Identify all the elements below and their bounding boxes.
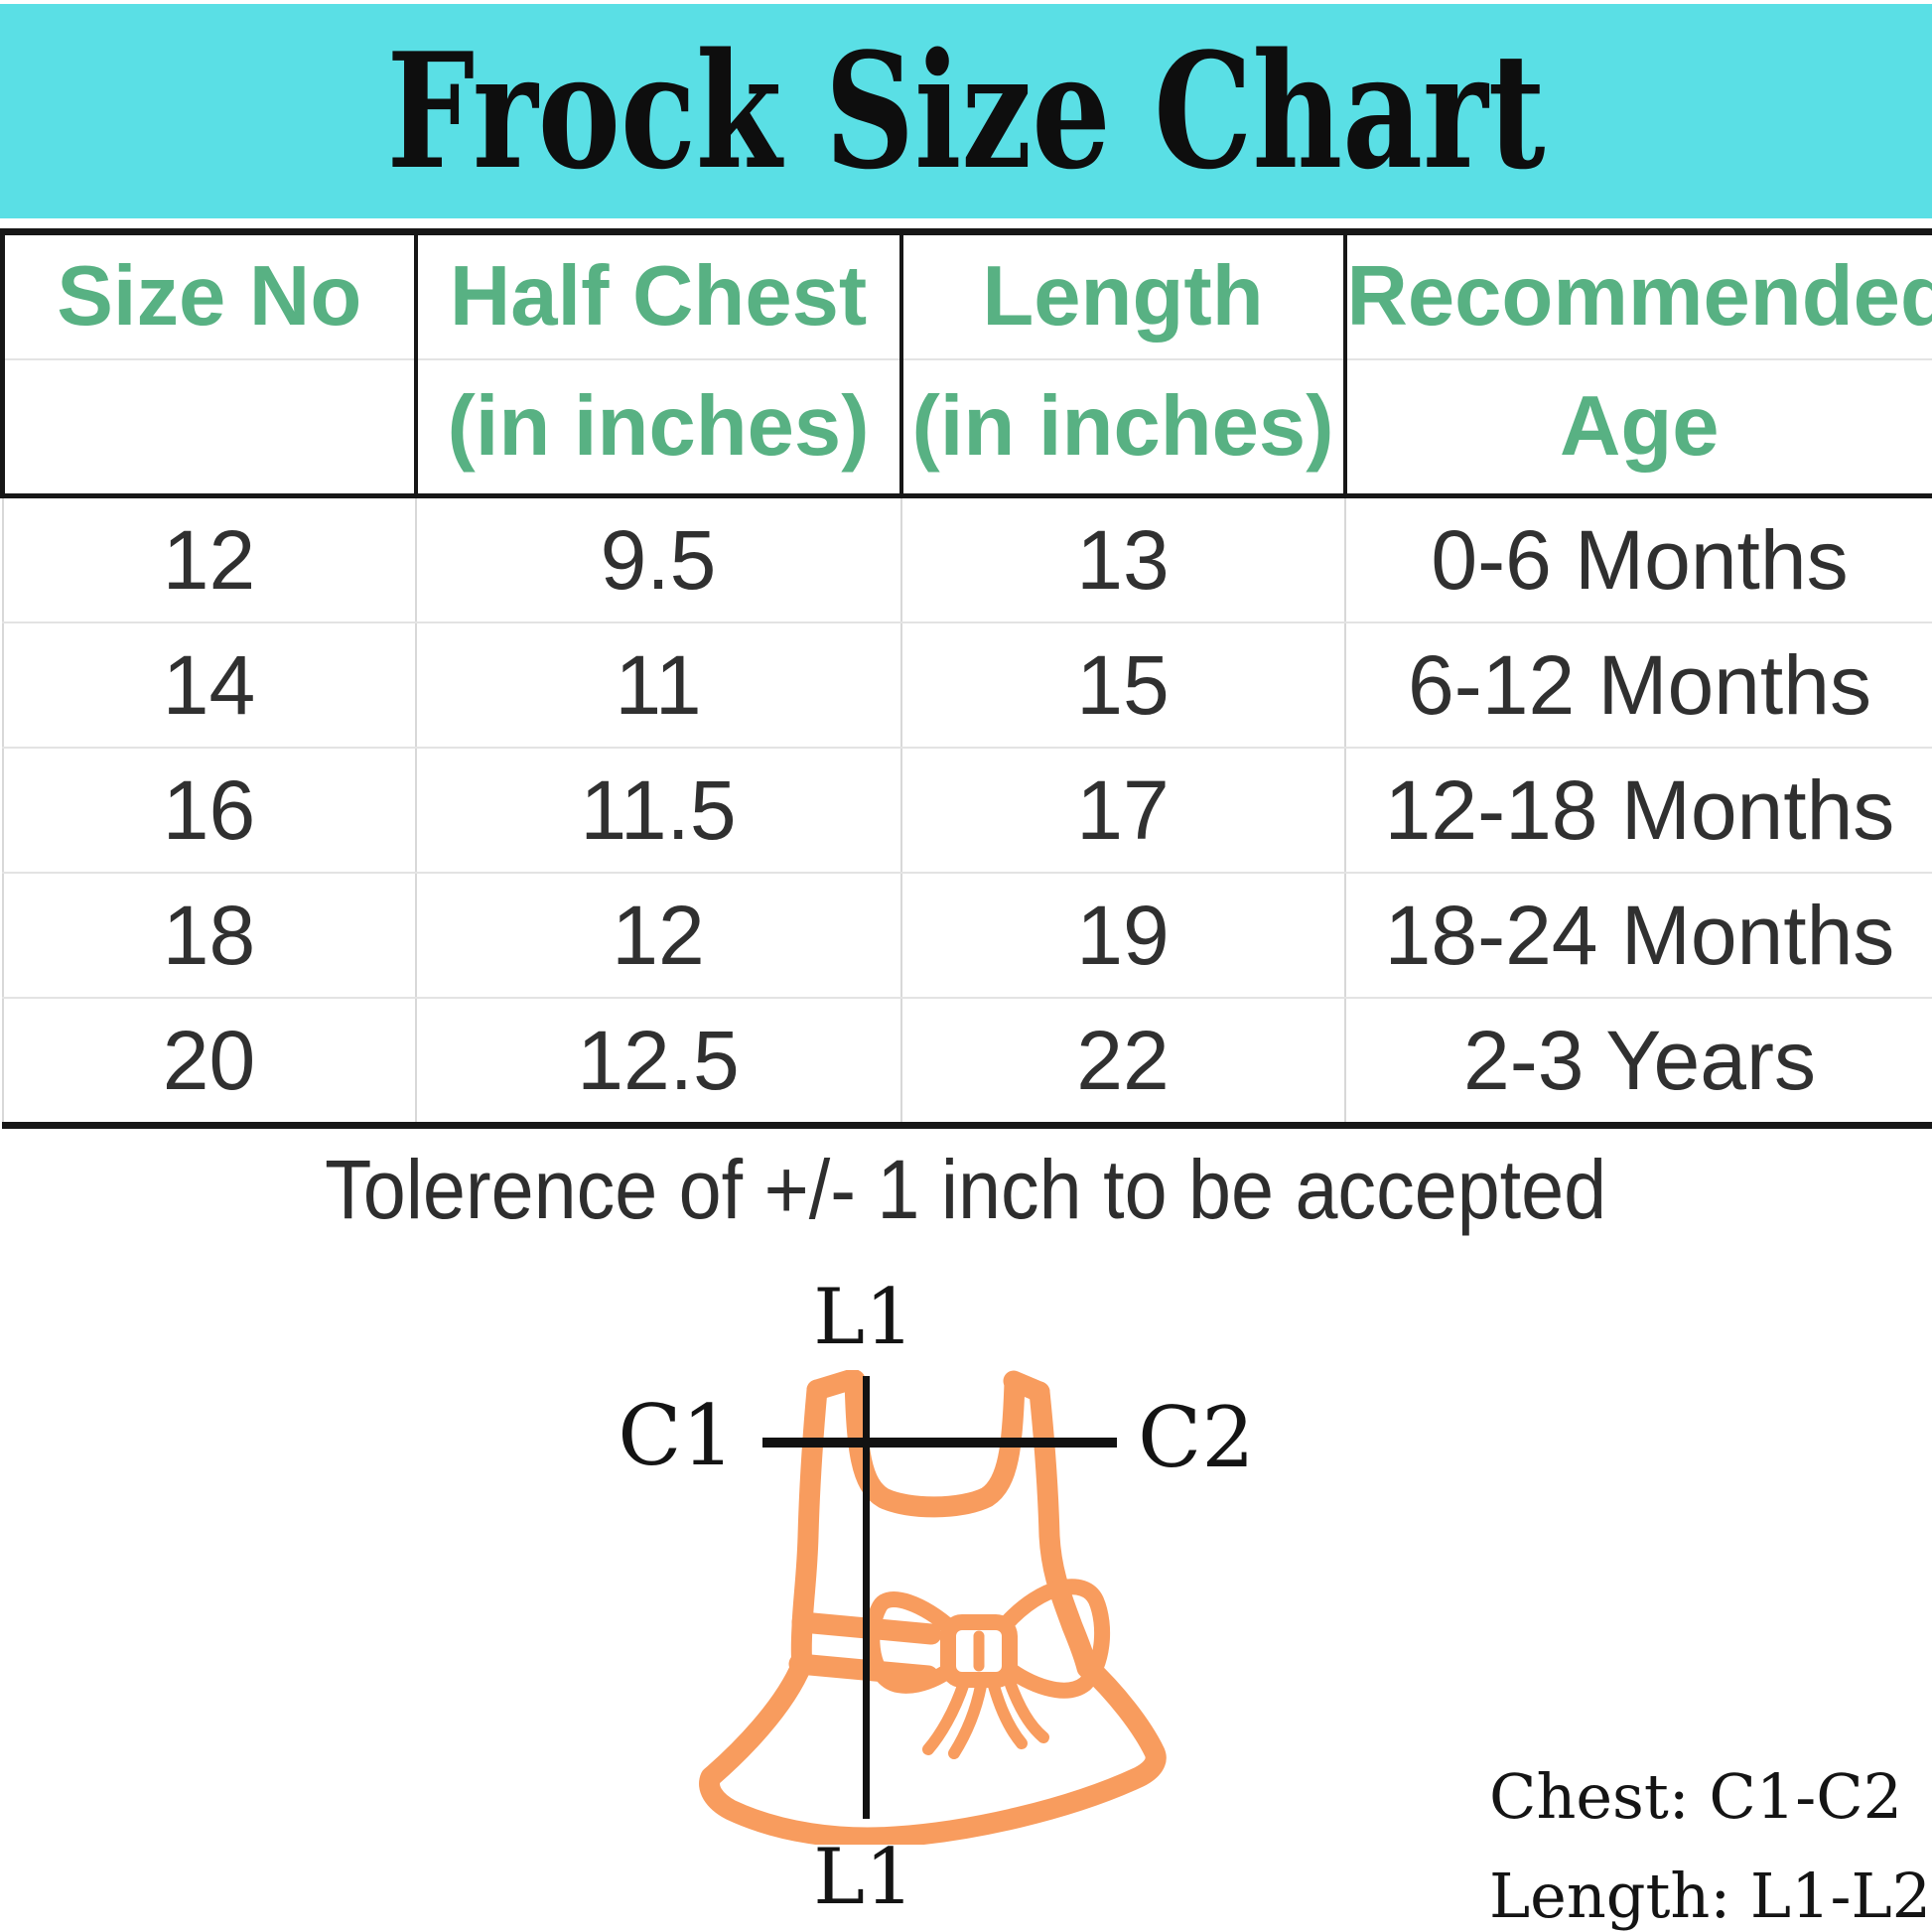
table-cell-age: 0-6 Months [1343, 495, 1932, 623]
table-cell-age: 6-12 Months [1343, 622, 1932, 749]
table-cell-age: 18-24 Months [1343, 873, 1932, 999]
label-c1: C1 [618, 1387, 735, 1484]
col-header-size-no-sub [0, 359, 418, 498]
col-header-half-chest: Half Chest [413, 231, 903, 360]
col-header-length: Length [898, 231, 1347, 360]
table-cell-size: 12 [1, 495, 417, 623]
table-cell-half-chest: 9.5 [414, 495, 902, 623]
table-cell-length: 19 [899, 873, 1346, 999]
table-row: 14 11 15 6-12 Months [1, 622, 1932, 749]
chest-measure-line [762, 1438, 1117, 1448]
table-header-row-2: (in inches) (in inches) Age [0, 359, 1932, 498]
col-header-size-no: Size No [0, 231, 418, 360]
table-cell-size: 16 [1, 748, 417, 874]
table-cell-length: 15 [899, 622, 1346, 749]
table-cell-half-chest: 12 [414, 873, 902, 999]
table-cell-age: 2-3 Years [1343, 998, 1932, 1126]
legend-chest: Chest: C1-C2 [1489, 1760, 1903, 1833]
measurement-legend: Chest: C1-C2 Length: L1-L2 [1489, 1747, 1931, 1932]
table-cell-size: 20 [1, 998, 417, 1126]
table-header-row-1: Size No Half Chest Length Recommended [0, 231, 1932, 360]
label-l1-bottom: L1 [813, 1833, 914, 1922]
table-cell-length: 17 [899, 748, 1346, 874]
col-header-half-chest-unit: (in inches) [413, 359, 903, 498]
table-cell-length: 13 [899, 495, 1346, 623]
col-header-recommended: Recommended [1342, 231, 1932, 360]
tolerance-note: Tolerence of +/- 1 inch to be accepted [325, 1143, 1607, 1236]
title-banner: Frock Size Chart [0, 4, 1932, 218]
table-cell-half-chest: 12.5 [414, 998, 902, 1126]
table-cell-half-chest: 11 [414, 622, 902, 749]
table-cell-size: 18 [1, 873, 417, 999]
length-measure-line [863, 1376, 870, 1819]
col-header-age: Age [1342, 359, 1932, 498]
legend-length: Length: L1-L2 [1489, 1860, 1932, 1932]
label-c2: C2 [1138, 1389, 1255, 1486]
table-cell-length: 22 [899, 998, 1346, 1126]
label-l1-top: L1 [813, 1273, 914, 1362]
table-row: 12 9.5 13 0-6 Months [1, 495, 1932, 623]
table-row: 16 11.5 17 12-18 Months [1, 748, 1932, 874]
table-cell-size: 14 [1, 622, 417, 749]
col-header-length-unit: (in inches) [898, 359, 1347, 498]
page-title: Frock Size Chart [386, 18, 1546, 205]
table-row: 18 12 19 18-24 Months [1, 873, 1932, 999]
size-table: Size No Half Chest Length Recommended (i… [0, 228, 1932, 1129]
table-cell-half-chest: 11.5 [414, 748, 902, 874]
table-cell-age: 12-18 Months [1343, 748, 1932, 874]
measurement-diagram: L1 [0, 1231, 1932, 1932]
table-row: 20 12.5 22 2-3 Years [1, 998, 1932, 1126]
